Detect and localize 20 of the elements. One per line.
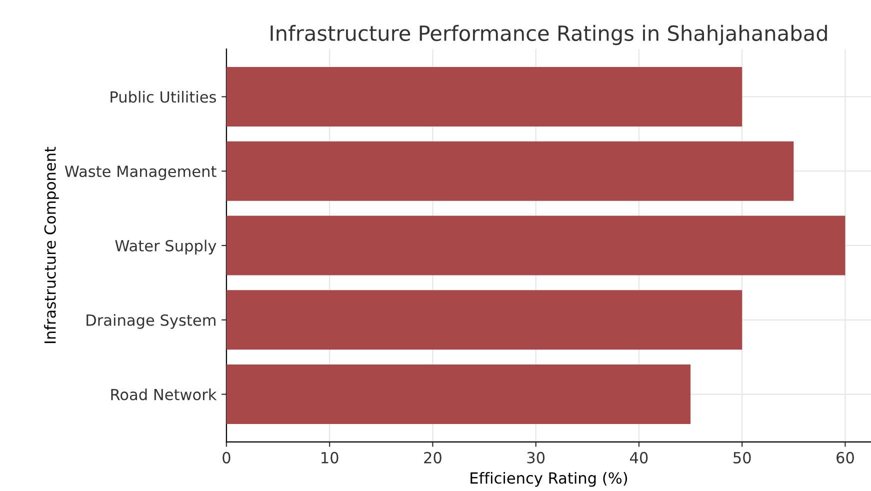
y-tick-label: Waste Management	[64, 166, 216, 180]
y-tick-label: Public Utilities	[110, 90, 216, 103]
chart-title: Infrastructure Performance Ratings in Shahjahanabad	[270, 24, 827, 46]
x-axis-title: Efficiency Rating (%)	[470, 472, 628, 487]
x-tick-label: 0	[222, 452, 230, 464]
bar	[226, 66, 742, 126]
bar	[226, 141, 794, 201]
x-tick-label: 60	[836, 452, 854, 464]
bar	[226, 216, 846, 276]
x-tick-label: 50	[734, 452, 751, 464]
y-tick-label: Drainage System	[86, 314, 216, 329]
y-tick-label: Water Supply	[115, 240, 216, 254]
bar	[226, 364, 691, 424]
x-tick-label: 40	[630, 452, 648, 464]
x-tick-label: 10	[322, 452, 338, 464]
x-tick-label: 20	[424, 452, 442, 464]
x-tick-label: 30	[527, 452, 545, 464]
y-tick-label: Road Network	[111, 388, 217, 400]
bar	[226, 290, 742, 350]
y-axis-title: Infrastructure Component	[44, 146, 59, 344]
